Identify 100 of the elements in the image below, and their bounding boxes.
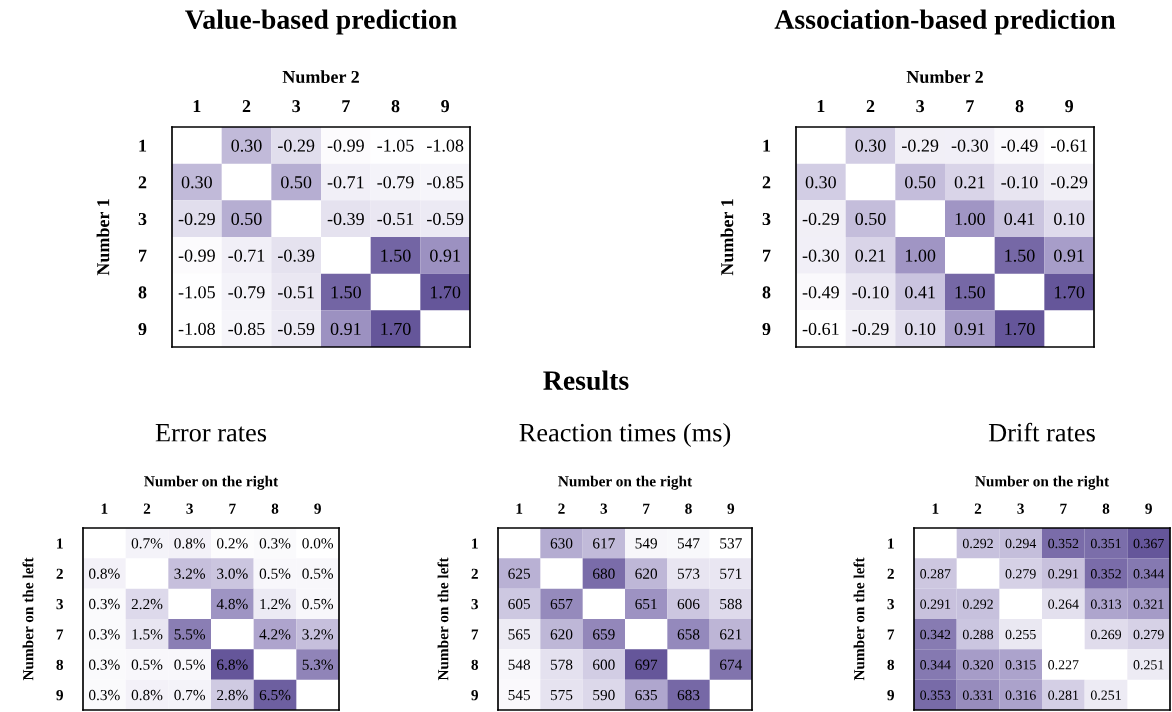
y-tick-label: 7	[56, 629, 64, 640]
data-label: 0.353	[920, 690, 951, 700]
data-label: 1.70	[381, 322, 411, 336]
data-label: 0.227	[1048, 660, 1079, 670]
data-label: -0.29	[902, 139, 939, 152]
y-tick-label: 7	[471, 629, 479, 640]
data-label: 620	[550, 629, 573, 640]
data-label: 1.50	[955, 286, 985, 299]
data-label: -0.29	[852, 322, 889, 336]
data-label: 0.21	[855, 249, 886, 262]
y-tick-label: 8	[138, 286, 147, 299]
data-label: 0.264	[1048, 599, 1079, 609]
data-label: -0.49	[802, 286, 839, 299]
data-label: 0.21	[954, 176, 985, 189]
x-axis-title: Number on the right	[975, 475, 1110, 490]
y-tick-label: 9	[762, 322, 771, 336]
data-label: -0.30	[802, 249, 839, 262]
data-label: 0.315	[1005, 660, 1036, 670]
data-label: 605	[508, 598, 531, 610]
chart-title: Drift rates	[988, 422, 1095, 442]
y-tick-label: 2	[762, 176, 771, 189]
data-label: 600	[593, 659, 615, 670]
y-tick-label: 3	[471, 599, 479, 610]
data-label: -0.71	[228, 249, 265, 262]
data-label: 565	[508, 629, 531, 640]
chart-title: Value-based prediction	[185, 9, 457, 35]
data-label: -0.29	[1051, 176, 1088, 189]
data-label: 1.70	[1005, 322, 1035, 336]
x-tick-label: 3	[1017, 503, 1024, 514]
x-axis-title: Number on the right	[558, 475, 693, 490]
data-label: 625	[508, 568, 531, 579]
data-label: 0.91	[430, 249, 460, 262]
data-label: -1.08	[178, 322, 215, 336]
data-label: 548	[508, 659, 531, 670]
y-axis-title: Number 1	[720, 199, 734, 276]
data-label: 0.5%	[302, 598, 334, 610]
data-label: 0.281	[1048, 690, 1079, 700]
data-label: 0.41	[1004, 212, 1035, 226]
data-label: 1.70	[430, 286, 461, 299]
data-label: 658	[677, 629, 700, 640]
x-tick-label: 9	[314, 503, 321, 514]
y-tick-label: 8	[56, 659, 64, 670]
data-label: -0.79	[228, 286, 265, 299]
data-label: 0.352	[1090, 569, 1121, 579]
data-label: 578	[550, 659, 573, 670]
data-label: 635	[635, 689, 658, 701]
data-label: -0.61	[1051, 139, 1087, 152]
data-label: 549	[635, 538, 657, 549]
x-tick-label: 7	[643, 503, 650, 514]
data-label: 0.0%	[302, 538, 334, 549]
data-label: 0.30	[231, 139, 262, 152]
data-label: 0.5%	[174, 659, 206, 670]
data-label: 547	[677, 538, 700, 549]
x-tick-label: 3	[186, 503, 193, 514]
data-label: 0.292	[962, 599, 993, 609]
data-label: 588	[720, 598, 742, 610]
x-tick-label: 9	[1145, 503, 1152, 514]
data-label: 537	[720, 538, 742, 549]
x-tick-label: 1	[817, 100, 825, 113]
data-label: -0.30	[951, 139, 988, 152]
data-label: 0.8%	[174, 538, 206, 549]
x-tick-label: 7	[229, 503, 236, 514]
data-label: -0.10	[852, 286, 889, 299]
x-tick-label: 7	[1060, 503, 1067, 514]
data-label: 4.2%	[259, 629, 291, 640]
y-tick-label: 3	[887, 599, 895, 610]
y-tick-label: 9	[471, 690, 478, 701]
x-tick-label: 1	[932, 503, 939, 514]
data-label: 0.292	[962, 538, 993, 549]
data-label: 0.5%	[259, 568, 291, 579]
y-axis-title: Number on the left	[22, 557, 34, 681]
data-label: -0.29	[178, 212, 215, 226]
data-label: -1.08	[427, 139, 464, 152]
data-label: -0.39	[278, 249, 315, 262]
data-label: 0.91	[954, 322, 985, 336]
x-tick-label: 8	[271, 503, 279, 514]
data-label: -0.29	[278, 139, 315, 152]
y-tick-label: 2	[887, 568, 894, 579]
x-axis-title: Number on the right	[144, 475, 279, 490]
data-label: -0.85	[228, 322, 265, 336]
data-label: -0.10	[1001, 176, 1038, 189]
y-tick-label: 9	[56, 690, 63, 701]
data-label: 697	[635, 659, 658, 670]
data-label: -0.29	[802, 212, 839, 226]
data-label: 620	[635, 568, 658, 579]
data-label: -1.05	[377, 139, 414, 152]
data-label: 0.7%	[131, 538, 163, 549]
y-tick-label: 2	[56, 568, 63, 579]
data-label: 0.287	[920, 569, 951, 579]
data-label: 0.3%	[89, 598, 120, 610]
x-tick-label: 7	[966, 100, 974, 113]
chart-title: Association-based prediction	[774, 9, 1116, 35]
data-label: -0.59	[427, 212, 464, 226]
data-label: -0.85	[427, 176, 464, 189]
data-label: 0.255	[1005, 629, 1036, 640]
data-label: 0.351	[1090, 538, 1121, 549]
data-label: 617	[593, 538, 615, 549]
chart-title: Error rates	[155, 424, 267, 442]
data-label: 0.320	[962, 660, 994, 670]
data-label: 674	[720, 659, 743, 670]
